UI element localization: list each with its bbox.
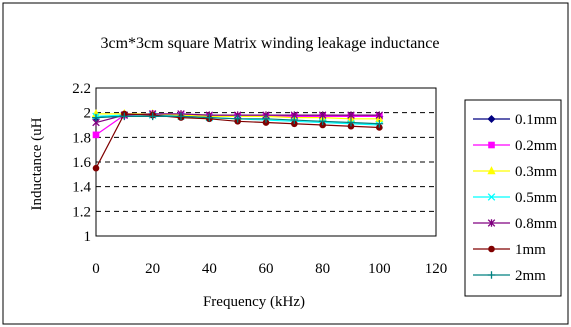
legend-label: 2mm xyxy=(515,268,546,284)
y-tick-label: 2 xyxy=(84,106,92,122)
y-tick-label: 2.2 xyxy=(72,81,91,97)
legend-marker xyxy=(488,245,495,253)
data-point xyxy=(148,112,157,121)
plot-area xyxy=(95,87,437,237)
legend-label: 0.3mm xyxy=(515,164,557,180)
legend-marker xyxy=(488,141,495,149)
x-tick-label: 20 xyxy=(145,261,160,277)
data-point xyxy=(375,111,384,119)
x-tick-label: 0 xyxy=(92,261,100,277)
legend: 0.1mm 0.2mm 0.3mm 0.5mm 0.8mm 1mm 2mm xyxy=(473,112,557,284)
y-tick-label: 1.2 xyxy=(72,204,91,220)
series-layer xyxy=(91,108,384,172)
legend-label: 0.1mm xyxy=(515,112,557,128)
legend-label: 0.2mm xyxy=(515,138,557,154)
x-tick-label: 40 xyxy=(202,261,217,277)
y-tick-label: 1 xyxy=(84,229,92,245)
data-point xyxy=(205,113,214,122)
legend-label: 1mm xyxy=(515,242,546,258)
legend-marker xyxy=(487,166,496,175)
legend-marker xyxy=(487,219,496,227)
data-point xyxy=(177,112,185,121)
y-axis-ticks: 1 1.2 1.4 1.6 1.8 2 2.2 xyxy=(72,81,91,245)
legend-label: 0.5mm xyxy=(515,190,557,206)
legend-label: 0.8mm xyxy=(515,216,557,232)
data-point xyxy=(262,115,270,123)
x-tick-label: 80 xyxy=(315,261,330,277)
chart-title: 3cm*3cm square Matrix winding leakage in… xyxy=(101,35,440,52)
y-tick-label: 1.6 xyxy=(72,155,91,171)
data-point xyxy=(347,118,355,127)
data-point xyxy=(120,112,129,121)
x-tick-label: 60 xyxy=(259,261,274,277)
legend-marker xyxy=(487,114,496,124)
legend-item-0-5mm: 0.5mm xyxy=(473,190,557,206)
data-point xyxy=(318,117,327,126)
y-tick-label: 1.4 xyxy=(72,180,91,196)
y-axis-label: Inductance (uH xyxy=(29,117,45,210)
series-2mm xyxy=(92,112,384,128)
x-axis-label: Frequency (kHz) xyxy=(203,294,305,310)
data-point xyxy=(92,164,100,172)
data-point xyxy=(375,119,384,128)
legend-box xyxy=(464,99,562,297)
legend-marker xyxy=(487,271,496,279)
data-point xyxy=(290,116,299,124)
legend-item-0-3mm: 0.3mm xyxy=(473,164,557,180)
legend-item-2mm: 2mm xyxy=(473,268,546,284)
x-tick-label: 120 xyxy=(425,261,448,277)
legend-item-0-1mm: 0.1mm xyxy=(473,112,557,128)
data-point xyxy=(347,111,355,119)
legend-item-0-8mm: 0.8mm xyxy=(473,216,557,232)
legend-marker xyxy=(487,193,496,201)
legend-item-1mm: 1mm xyxy=(473,242,546,258)
y-tick-label: 1.8 xyxy=(72,130,91,146)
data-point xyxy=(92,131,100,139)
data-point xyxy=(233,115,242,123)
x-axis-ticks: 0 20 40 60 80 100 120 xyxy=(92,261,447,277)
legend-item-0-2mm: 0.2mm xyxy=(473,138,557,154)
data-point xyxy=(92,113,100,122)
x-tick-label: 100 xyxy=(368,261,391,277)
